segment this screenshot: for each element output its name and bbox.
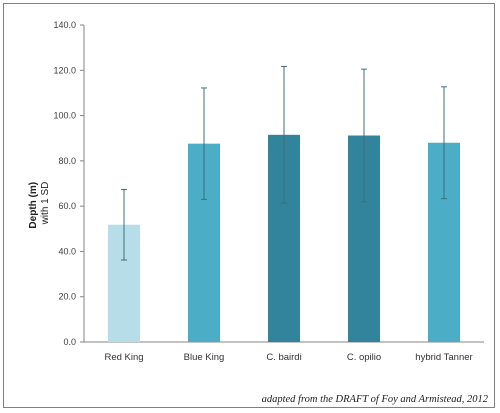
x-tick-labels: Red King Blue King C. bairdi C. opilio hybri…	[104, 352, 472, 363]
y-tick-label: 40.0	[58, 246, 76, 256]
y-tick-label: 0.0	[63, 337, 76, 347]
x-tick-label: hybrid Tanner	[415, 352, 472, 363]
chart-frame	[3, 3, 495, 408]
source-caption: adapted from the DRAFT of Foy and Armist…	[261, 394, 488, 405]
x-tick-label: Blue King	[184, 352, 225, 363]
x-tick-label: C. bairdi	[266, 352, 301, 363]
y-tick-label: 20.0	[58, 292, 76, 302]
y-tick-label: 140.0	[53, 20, 76, 30]
x-tick-label: Red King	[104, 352, 143, 363]
error-bars	[121, 65, 447, 261]
x-tick-label: C. opilio	[347, 352, 381, 363]
y-tick-label: 120.0	[53, 65, 76, 75]
y-axis-label-title: Depth (m)	[28, 182, 39, 229]
y-tick-label: 100.0	[53, 111, 76, 121]
y-tick-label: 80.0	[58, 156, 76, 166]
y-ticks: 0.0 20.0 40.0 60.0 80.0 100.0 120.0 140.0	[53, 20, 84, 347]
y-tick-label: 60.0	[58, 201, 76, 211]
y-axis-label-subtitle: with 1 SD	[40, 182, 51, 226]
y-axis-label: Depth (m) with 1 SD	[23, 177, 51, 228]
